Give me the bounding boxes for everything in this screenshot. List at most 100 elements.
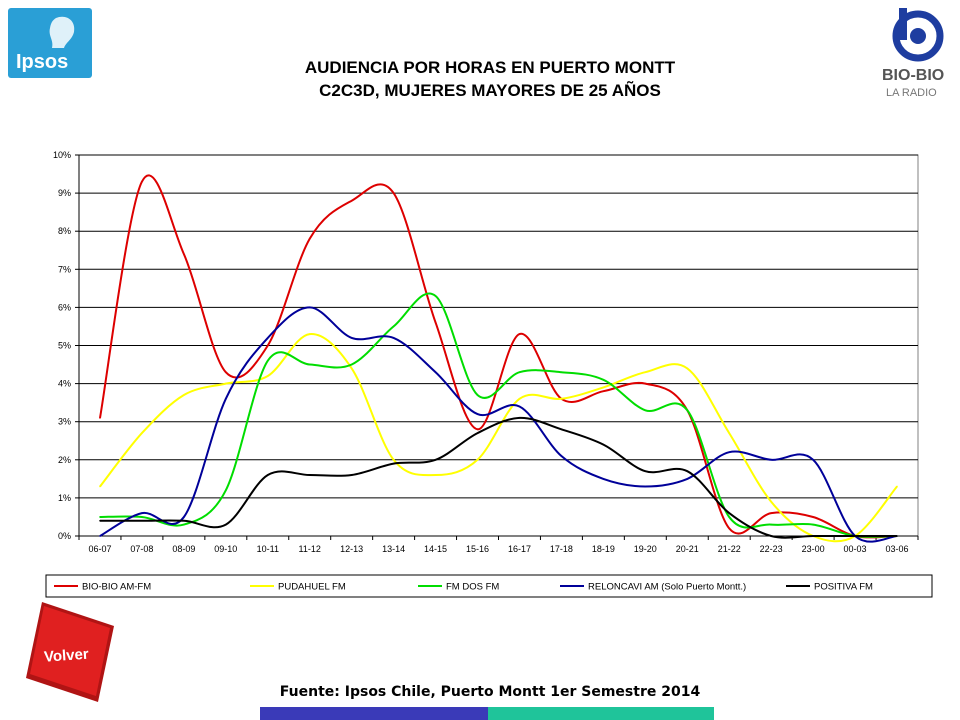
biobio-logo-text: BIO-BIO: [882, 67, 944, 84]
data-point: [434, 474, 437, 476]
data-point: [644, 470, 647, 473]
y-tick-label: 9%: [58, 188, 71, 198]
x-tick-label: 06-07: [88, 544, 111, 554]
data-point: [812, 523, 814, 526]
data-point: [770, 459, 772, 461]
x-tick-label: 03-06: [886, 544, 909, 554]
x-tick-label: 22-23: [760, 544, 783, 554]
y-tick-label: 6%: [58, 302, 71, 312]
y-tick-label: 7%: [58, 264, 71, 274]
data-point: [896, 485, 898, 488]
biobio-logo: BIO-BIO LA RADIO: [882, 8, 944, 99]
data-point: [476, 428, 479, 431]
series-line-3: [99, 292, 898, 538]
data-point: [434, 459, 437, 461]
data-point: [518, 333, 521, 335]
data-point: [308, 474, 311, 476]
data-point: [99, 519, 101, 522]
data-point: [518, 398, 521, 400]
volver-button[interactable]: Volver: [22, 600, 118, 704]
data-point: [476, 413, 479, 415]
legend-label: PUDAHUEL FM: [278, 582, 346, 593]
data-point: [392, 325, 395, 328]
chart-title: AUDIENCIA POR HORAS EN PUERTO MONTT C2C3…: [200, 56, 780, 102]
data-point: [728, 512, 731, 514]
data-point: [686, 409, 689, 412]
x-tick-label: 14-15: [424, 544, 447, 554]
data-point: [350, 474, 353, 476]
data-point: [602, 386, 605, 389]
x-tick-label: 10-11: [257, 544, 279, 554]
data-point: [770, 500, 772, 503]
series-line-2: [99, 333, 898, 543]
x-tick-label: 07-08: [130, 544, 153, 554]
data-point: [896, 535, 898, 537]
data-point: [644, 382, 647, 385]
data-point: [350, 337, 353, 339]
data-point: [602, 378, 605, 381]
series-line-1: [99, 174, 898, 539]
data-point: [476, 394, 479, 396]
data-point: [225, 398, 227, 400]
data-point: [812, 459, 814, 461]
x-tick-label: 19-20: [634, 544, 657, 554]
biobio-logo-subtext: LA RADIO: [886, 87, 937, 99]
data-point: [392, 192, 395, 194]
data-point: [644, 371, 647, 373]
data-point: [728, 527, 731, 530]
data-point: [183, 394, 185, 396]
data-point: [99, 485, 101, 488]
data-point: [225, 523, 227, 526]
title-line-1: AUDIENCIA POR HORAS EN PUERTO MONTT: [304, 58, 676, 77]
data-point: [308, 238, 311, 240]
x-tick-label: 15-16: [466, 544, 489, 554]
data-point: [266, 375, 269, 377]
data-point: [686, 470, 689, 473]
x-tick-label: 21-22: [718, 544, 741, 554]
data-point: [560, 371, 563, 373]
x-tick-label: 11-12: [299, 544, 321, 554]
x-tick-label: 13-14: [382, 544, 405, 554]
data-point: [141, 519, 143, 522]
y-tick-label: 0%: [58, 531, 71, 541]
data-point: [266, 344, 269, 347]
data-point: [686, 367, 689, 370]
data-point: [812, 516, 814, 518]
source-note: Fuente: Ipsos Chile, Puerto Montt 1er Se…: [279, 684, 701, 700]
y-tick-label: 8%: [58, 226, 71, 236]
data-point: [602, 390, 605, 393]
series-line-5: [100, 416, 897, 539]
y-tick-label: 2%: [58, 455, 71, 465]
data-point: [308, 306, 311, 309]
data-point: [434, 371, 437, 373]
data-point: [728, 451, 731, 453]
data-point: [183, 516, 185, 518]
data-point: [476, 432, 479, 434]
x-tick-label: 20-21: [676, 544, 699, 554]
grid-lines: [75, 154, 919, 540]
data-point: [141, 180, 143, 183]
data-point: [728, 432, 731, 434]
data-point: [770, 512, 772, 514]
legend-label: RELONCAVI AM (Solo Puerto Montt.): [588, 582, 746, 593]
data-point: [266, 474, 269, 476]
data-point: [770, 523, 772, 526]
data-point: [602, 478, 605, 480]
data-point: [518, 405, 521, 408]
data-point: [770, 535, 772, 537]
data-point: [183, 519, 185, 522]
data-point: [308, 333, 311, 335]
x-tick-label: 00-03: [844, 544, 867, 554]
x-tick-label: 08-09: [172, 544, 195, 554]
y-tick-label: 1%: [58, 493, 71, 503]
data-point: [434, 295, 437, 297]
data-point: [308, 363, 311, 366]
data-point: [602, 443, 605, 446]
data-point: [266, 359, 269, 362]
data-point: [518, 417, 521, 419]
data-point: [812, 535, 814, 537]
data-point: [99, 516, 101, 518]
x-axis-tick-labels: 06-07 07-08 08-09 09-10 10-11 11-12 12-13 13-14…: [88, 544, 908, 554]
data-point: [644, 409, 647, 412]
